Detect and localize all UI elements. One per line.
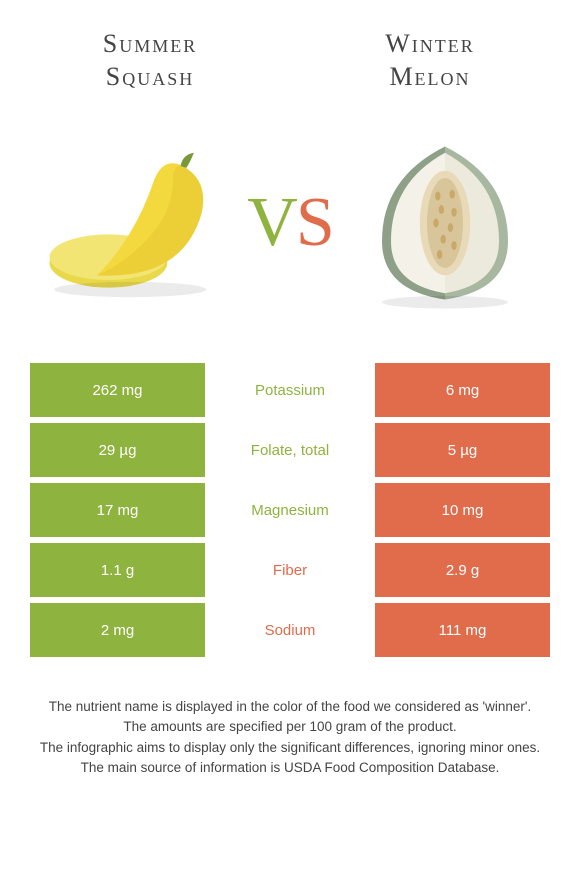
left-food-title: Summer Squash (60, 28, 240, 93)
left-value-cell: 29 µg (30, 423, 205, 477)
nutrient-name: Magnesium (205, 483, 375, 537)
footnote-line: The main source of information is USDA F… (30, 758, 550, 778)
summer-squash-icon (40, 143, 230, 303)
left-value-cell: 2 mg (30, 603, 205, 657)
left-value-cell: 262 mg (30, 363, 205, 417)
right-value-cell: 111 mg (375, 603, 550, 657)
nutrient-name: Sodium (205, 603, 375, 657)
table-row: 29 µgFolate, total5 µg (30, 423, 550, 477)
winter-melon-icon (355, 133, 535, 313)
right-food-image (350, 128, 540, 318)
footnotes: The nutrient name is displayed in the co… (0, 697, 580, 778)
nutrient-name: Potassium (205, 363, 375, 417)
footnote-line: The infographic aims to display only the… (30, 738, 550, 758)
left-value-cell: 1.1 g (30, 543, 205, 597)
left-title-line2: Squash (106, 62, 194, 91)
right-value-cell: 10 mg (375, 483, 550, 537)
right-title-line1: Winter (385, 29, 475, 58)
left-food-image (40, 128, 230, 318)
nutrient-name: Folate, total (205, 423, 375, 477)
left-value-cell: 17 mg (30, 483, 205, 537)
right-value-cell: 5 µg (375, 423, 550, 477)
image-row: VS (0, 103, 580, 363)
table-row: 262 mgPotassium6 mg (30, 363, 550, 417)
footnote-line: The nutrient name is displayed in the co… (30, 697, 550, 717)
right-value-cell: 6 mg (375, 363, 550, 417)
table-row: 17 mgMagnesium10 mg (30, 483, 550, 537)
vs-v: V (247, 184, 296, 261)
comparison-table: 262 mgPotassium6 mg 29 µgFolate, total5 µ… (30, 363, 550, 657)
nutrient-name: Fiber (205, 543, 375, 597)
right-title-line2: Melon (389, 62, 470, 91)
right-value-cell: 2.9 g (375, 543, 550, 597)
table-row: 1.1 gFiber2.9 g (30, 543, 550, 597)
footnote-line: The amounts are specified per 100 gram o… (30, 717, 550, 737)
right-food-title: Winter Melon (340, 28, 520, 93)
left-title-line1: Summer (103, 29, 197, 58)
table-row: 2 mgSodium111 mg (30, 603, 550, 657)
vs-label: VS (247, 183, 333, 263)
header: Summer Squash Winter Melon (0, 0, 580, 103)
vs-s: S (296, 184, 333, 261)
